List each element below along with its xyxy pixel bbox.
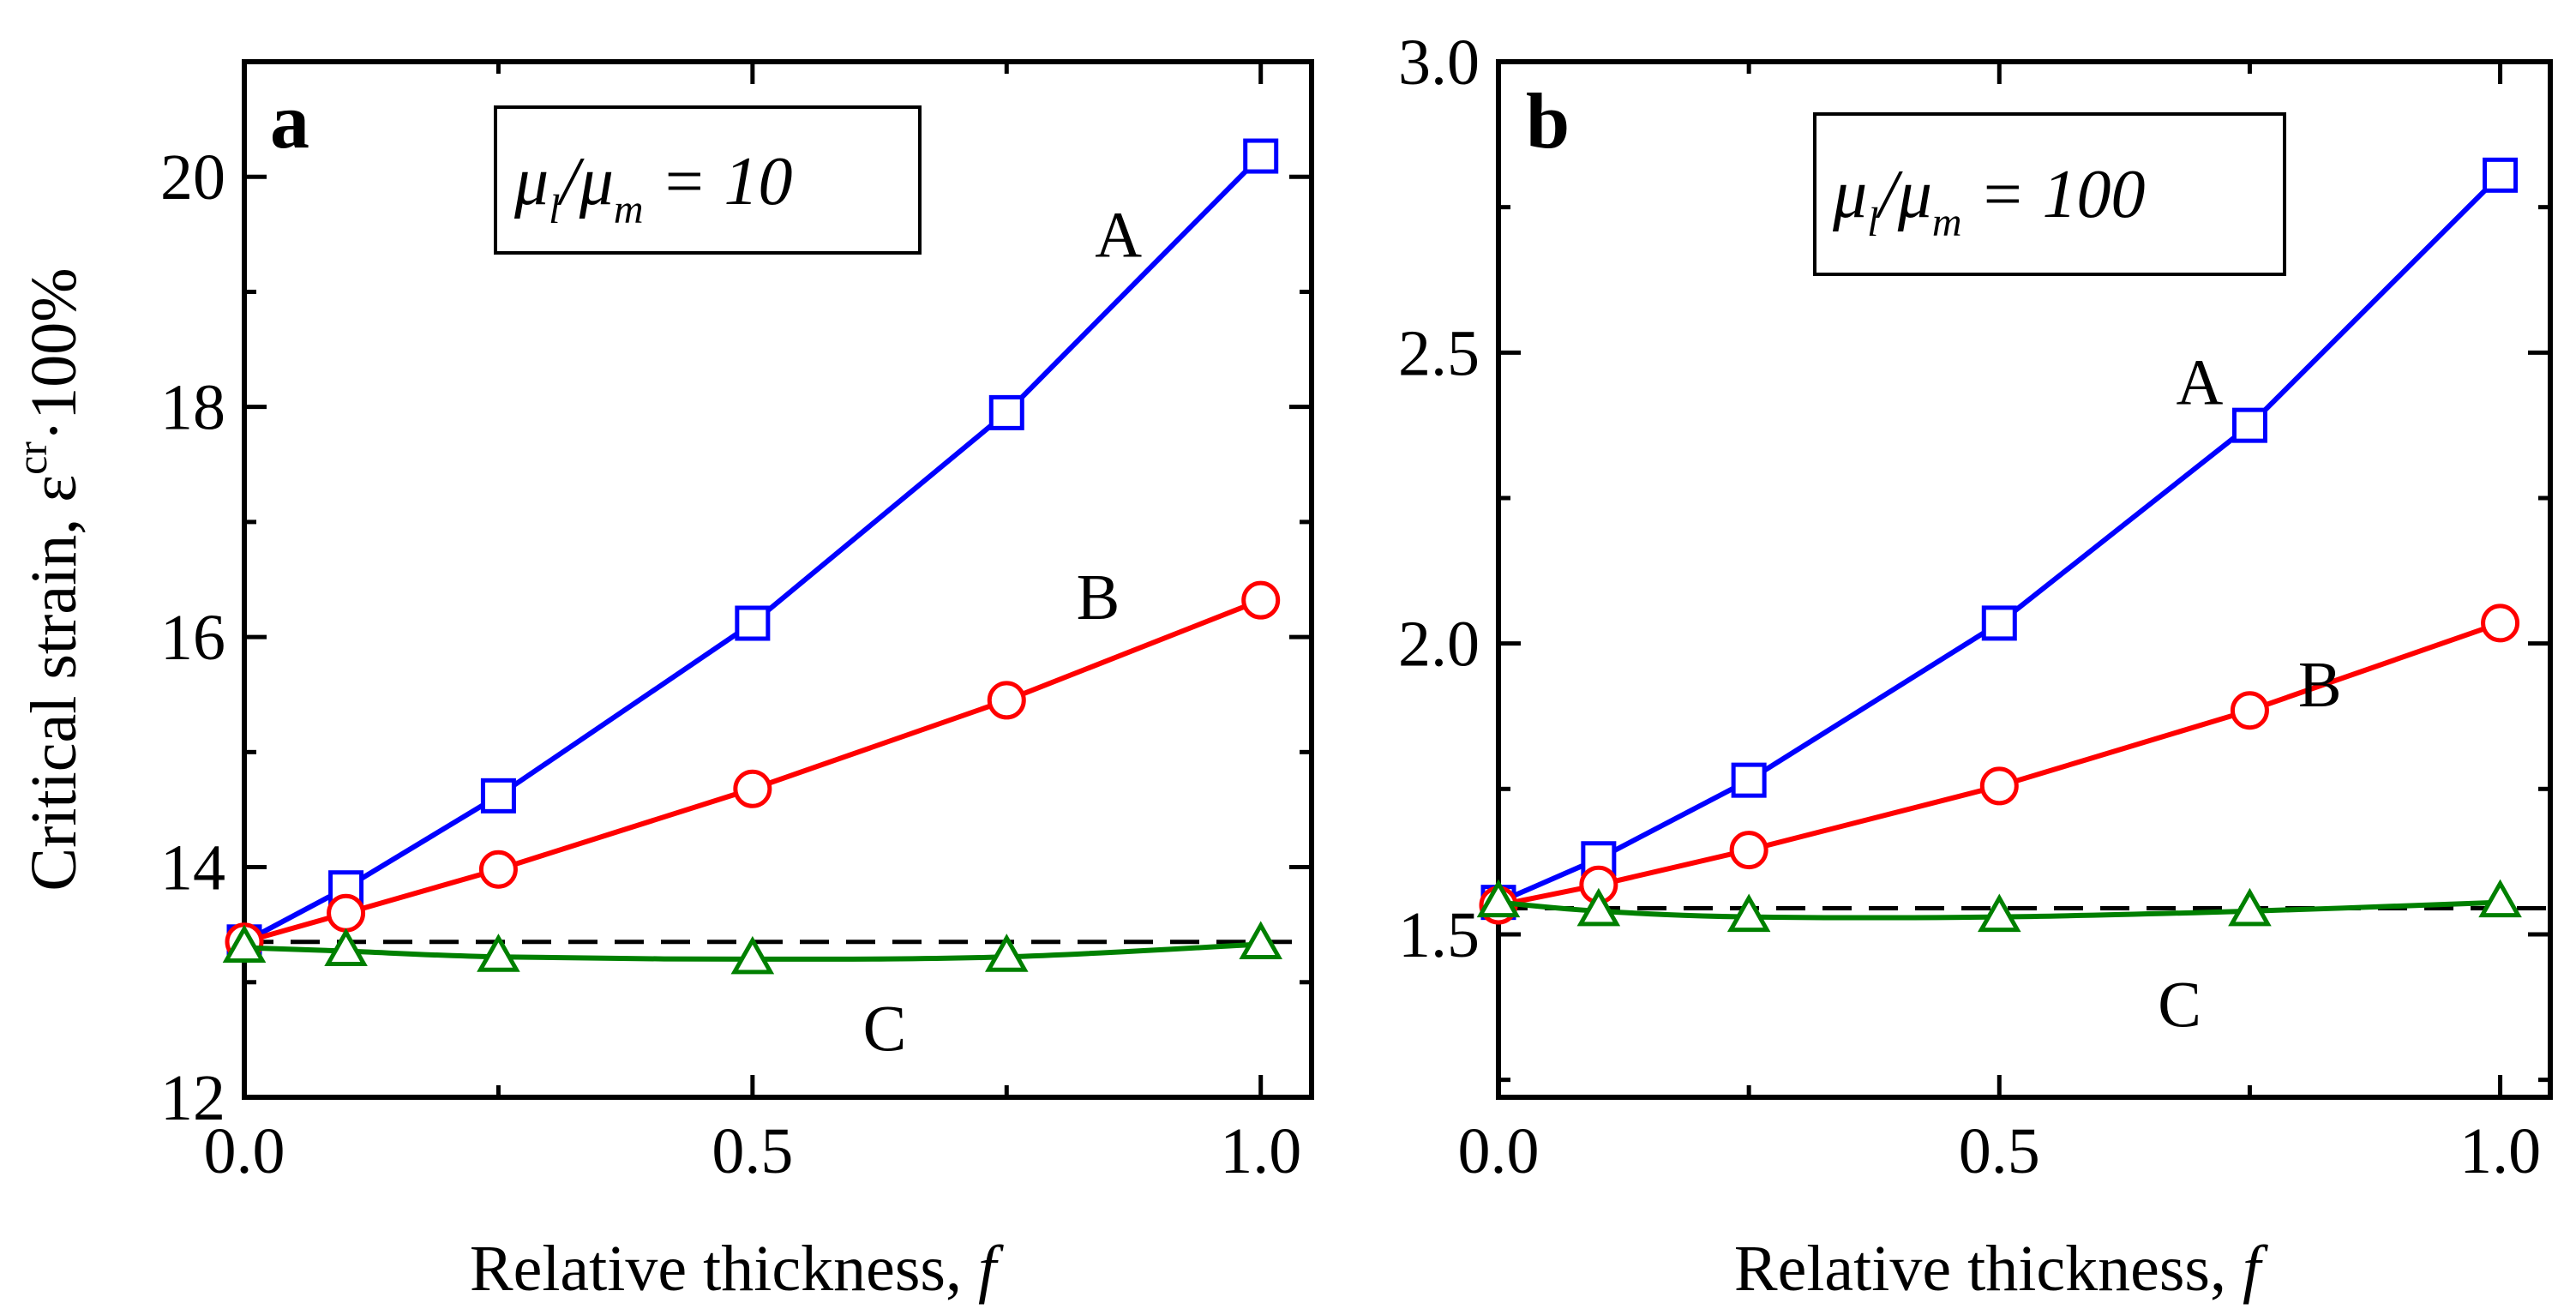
series-c-point-b <box>1476 879 1521 918</box>
panel-letter-b: b <box>1526 77 1570 165</box>
series-c-point-b <box>2478 879 2522 918</box>
y-tick-label-a: 18 <box>160 372 225 444</box>
series-c-point-b <box>2228 887 2272 927</box>
x-tick-label-b: 1.0 <box>2459 1115 2541 1187</box>
series-a-label-a: A <box>1095 199 1142 271</box>
x-axis-title-a: Relative thickness, f <box>470 1233 1004 1305</box>
series-b-label-b: B <box>2298 649 2342 721</box>
series-b-point-b <box>2481 603 2520 643</box>
x-tick-label-b: 0.5 <box>1959 1115 2040 1187</box>
x-tick-label-a: 0.0 <box>204 1115 285 1187</box>
panel-letter-a: a <box>270 77 309 165</box>
series-c-point-a <box>1239 921 1283 959</box>
axes-a: 0.0 0.5 1.0 12 14 16 18 20 <box>160 59 1312 1187</box>
axes-b: 0.0 0.5 1.0 1.5 2.0 2.5 3.0 <box>1398 27 2550 1187</box>
plot-frame-b <box>1496 59 2553 1100</box>
series-a-point-b <box>2231 407 2267 443</box>
x-tick-label-b: 0.0 <box>1458 1115 1540 1187</box>
y-tick-label-a: 12 <box>160 1062 225 1134</box>
y-tick-label-b: 1.5 <box>1398 899 1480 971</box>
series-c-point-b <box>1726 893 1771 933</box>
series-a-point-a <box>988 394 1024 430</box>
series-a-line-a <box>243 153 1263 945</box>
ratio-box-frame-b <box>1813 112 2286 276</box>
series-c-label-b: C <box>2158 969 2201 1041</box>
ratio-text-b: μl/μm = 100 <box>1832 157 2146 245</box>
y-tick-label-b: 2.0 <box>1398 609 1480 681</box>
series-c-point-b <box>1576 887 1621 927</box>
ratio-box-b: μl/μm = 100 <box>1813 112 2286 276</box>
plot-frame-a <box>242 59 1314 1100</box>
series-a-point-a <box>480 778 516 814</box>
series-b-point-a <box>1241 580 1281 620</box>
series-b-point-a <box>733 769 772 808</box>
series-a-label-b: A <box>2177 346 2224 418</box>
series-a-point-a <box>735 605 771 641</box>
y-tick-label-a: 16 <box>160 602 225 674</box>
series-b-point-b <box>1729 831 1768 870</box>
series-c-point-a <box>222 924 267 964</box>
series-c-point-a <box>477 934 520 972</box>
series-c-point-a <box>324 928 368 967</box>
series-a-point-a <box>1243 138 1279 174</box>
series-b-label-a: B <box>1077 561 1120 633</box>
panel-b: b μl/μm = 100 ABC 0.0 0.5 1.01.52.02.53.0 … <box>1398 27 2553 1305</box>
series-b-point-a <box>327 893 366 933</box>
series-layer-a: A B C <box>222 138 1283 1065</box>
series-a-point-b <box>2483 157 2519 193</box>
series-b-point-b <box>1979 766 2019 806</box>
ratio-text-a: μl/μm = 10 <box>513 144 793 232</box>
series-layer-b: A B C <box>1476 157 2522 1041</box>
series-b-point-a <box>478 850 518 889</box>
x-tick-label-a: 1.0 <box>1220 1115 1301 1187</box>
series-a-point-b <box>1731 762 1767 798</box>
y-tick-label-a: 14 <box>160 832 225 904</box>
series-c-point-b <box>1977 893 2021 933</box>
series-b-point-a <box>987 681 1026 720</box>
series-b-point-b <box>2230 691 2269 730</box>
y-tick-label-b: 2.5 <box>1398 317 1480 389</box>
ratio-box-a: μl/μm = 10 <box>494 105 922 255</box>
panel-a: a μl/μm = 10 A B C 0.0 0.5 1.0 12 14 16 18 20 Rel… <box>8 59 1314 1305</box>
y-axis-title: Critical strain, εcr·100% <box>8 267 90 891</box>
x-tick-label-a: 0.5 <box>712 1115 793 1187</box>
y-tick-label-a: 20 <box>160 141 225 213</box>
series-c-label-a: C <box>863 993 907 1065</box>
y-tick-label-b: 3.0 <box>1398 27 1480 99</box>
x-axis-title-b: Relative thickness, f <box>1734 1233 2268 1305</box>
series-c-point-a <box>984 934 1029 972</box>
series-a-point-b <box>1981 605 2017 641</box>
series-b-line-b <box>1498 621 2501 908</box>
ratio-box-frame-a <box>494 105 922 255</box>
series-c-point-a <box>730 935 775 975</box>
